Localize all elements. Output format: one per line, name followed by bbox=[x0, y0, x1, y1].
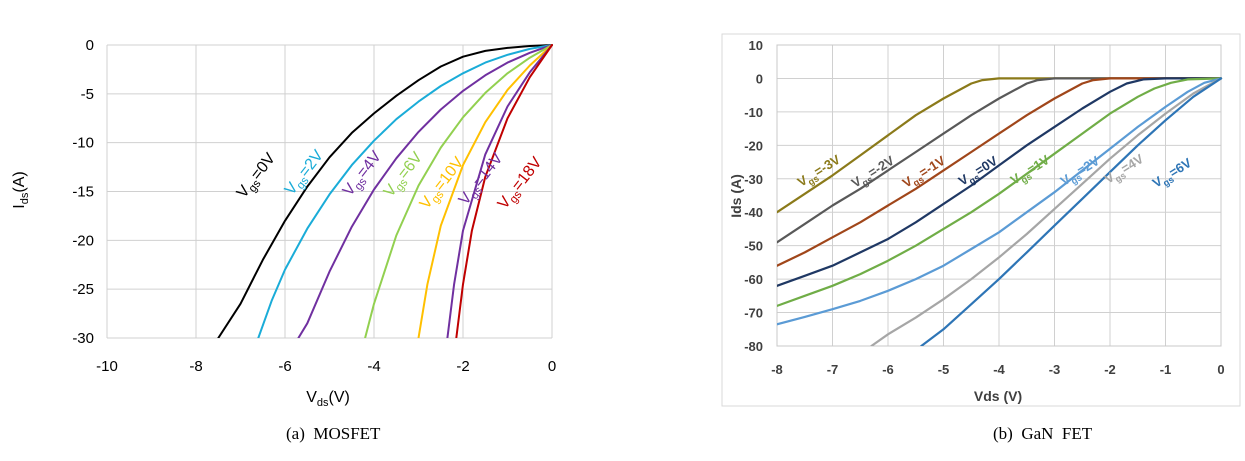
x-tick-label: -4 bbox=[993, 362, 1005, 377]
y-tick-label: 10 bbox=[749, 38, 763, 53]
x-tick-label: -7 bbox=[827, 362, 839, 377]
x-tick-label: -6 bbox=[278, 358, 291, 375]
x-tick-label: -6 bbox=[882, 362, 894, 377]
caption-mosfet: (a) MOSFET bbox=[286, 424, 381, 443]
chart-frame bbox=[721, 33, 1241, 407]
y-tick-label: -80 bbox=[744, 339, 763, 354]
caption-gan-fet: (b) GaN FET bbox=[993, 424, 1093, 443]
series-line-1 bbox=[257, 44, 553, 338]
series-label-2: Vgs=4V bbox=[340, 148, 388, 201]
series-lines bbox=[777, 77, 1223, 346]
y-tick-label: -15 bbox=[72, 184, 94, 201]
y-tick-label: -30 bbox=[744, 172, 763, 187]
series-line-6 bbox=[455, 44, 553, 338]
series-line-0 bbox=[217, 44, 553, 338]
x-axis-label: Vds(V) bbox=[306, 389, 350, 409]
series-line-7 bbox=[920, 77, 1223, 346]
y-tick-label: -60 bbox=[744, 272, 763, 287]
grid bbox=[106, 44, 553, 339]
plot-frame bbox=[776, 44, 1222, 347]
y-tick-label: -70 bbox=[744, 306, 763, 321]
x-tick-label: -2 bbox=[1104, 362, 1116, 377]
y-tick-label: -25 bbox=[72, 281, 94, 298]
chart-mosfet: -10 -8 -6 -4 -2 00-5-10-15-20-25-30 Vgs=0VVgs… bbox=[11, 37, 556, 409]
y-tick-label: -40 bbox=[744, 205, 763, 220]
series-line-2 bbox=[777, 77, 1223, 267]
x-tick-label: 0 bbox=[1217, 362, 1224, 377]
y-tick-label: 0 bbox=[756, 71, 763, 86]
y-tick-label: -20 bbox=[72, 232, 94, 249]
series-labels: Vgs=0VVgs=2VVgs=4VVgs=6VVgs=10VVgs=14VVg… bbox=[234, 147, 546, 214]
series-line-3 bbox=[777, 77, 1223, 287]
x-tick-label: -10 bbox=[96, 358, 118, 375]
y-tick-label: -30 bbox=[72, 330, 94, 347]
y-tick-label: -50 bbox=[744, 239, 763, 254]
series-label-1: Vgs=2V bbox=[282, 147, 330, 200]
series-line-4 bbox=[417, 44, 553, 338]
x-tick-label: -4 bbox=[367, 358, 380, 375]
y-tick-label: -5 bbox=[81, 86, 94, 103]
y-tick-label: 0 bbox=[86, 37, 94, 54]
tick-labels: -8 -7 -6 -5 -4 -3 -2 -1 0100-10-20-30-40-50-60-7… bbox=[744, 38, 1224, 377]
x-tick-label: -2 bbox=[456, 358, 469, 375]
y-tick-label: -10 bbox=[72, 135, 94, 152]
y-tick-label: -20 bbox=[744, 138, 763, 153]
x-tick-label: -5 bbox=[938, 362, 950, 377]
x-tick-label: -1 bbox=[1160, 362, 1172, 377]
series-label-4: Vgs=1V bbox=[1008, 152, 1054, 190]
x-tick-label: 0 bbox=[548, 358, 556, 375]
series-label-4: Vgs=10V bbox=[417, 154, 470, 214]
tick-labels: -10 -8 -6 -4 -2 00-5-10-15-20-25-30 bbox=[72, 37, 556, 375]
x-axis-label: Vds (V) bbox=[974, 388, 1022, 404]
series-line-5 bbox=[777, 77, 1223, 326]
series-lines bbox=[217, 44, 553, 338]
series-label-7: Vgs=6V bbox=[1150, 155, 1196, 193]
x-tick-label: -3 bbox=[1049, 362, 1061, 377]
y-axis-label: Ids(A) bbox=[11, 171, 31, 208]
x-tick-label: -8 bbox=[189, 358, 202, 375]
chart-gan-fet: -8 -7 -6 -5 -4 -3 -2 -1 0100-10-20-30-40-50-60-7… bbox=[721, 33, 1241, 407]
series-line-2 bbox=[297, 44, 553, 338]
series-line-6 bbox=[870, 77, 1223, 346]
series-label-0: Vgs=0V bbox=[234, 150, 282, 203]
series-line-3 bbox=[364, 44, 553, 338]
y-axis-label: Ids (A) bbox=[728, 174, 744, 218]
series-label-3: Vgs=6V bbox=[381, 149, 429, 202]
series-line-1 bbox=[777, 77, 1223, 244]
x-tick-label: -8 bbox=[771, 362, 783, 377]
series-line-5 bbox=[446, 44, 553, 338]
grid bbox=[776, 44, 1222, 347]
y-tick-label: -10 bbox=[744, 105, 763, 120]
series-line-4 bbox=[777, 77, 1223, 307]
